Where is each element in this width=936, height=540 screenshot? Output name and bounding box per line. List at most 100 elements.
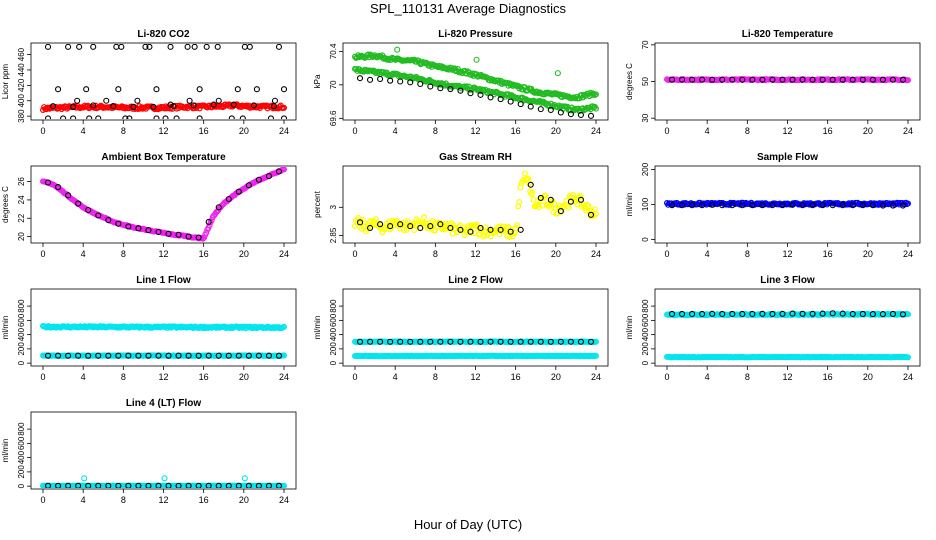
data-point [76,44,83,50]
raw-point [208,217,215,224]
x-tick-label: 4 [393,372,398,382]
y-tick-label: 800 [17,299,26,313]
data-point [899,202,907,209]
panel-2: Li-820 Pressure kPa 0 4 8 12 16 20 24 69.6 70 70.4 [313,29,609,136]
x-tick-label: 0 [664,126,669,136]
y-tick-label: 200 [641,162,650,176]
x-tick-label: 24 [591,372,601,382]
data-point [427,83,434,90]
data-point [367,224,374,232]
data-point [275,482,283,488]
data-point [537,194,544,201]
series-hourly [44,482,283,488]
data-point [245,352,252,359]
data-point [85,206,92,214]
y-axis-label: kPa [313,74,322,88]
data-point [577,196,584,203]
x-tick-label: 8 [745,372,750,382]
data-point [265,173,272,180]
x-tick-label: 16 [823,372,833,382]
data-point [155,352,162,359]
x-tick-label: 12 [470,372,480,382]
raw-point [372,216,379,223]
data-point [849,76,856,83]
data-point [280,86,288,93]
data-point [165,482,172,488]
y-tick-label: 0 [17,360,26,365]
y-tick-label: 600 [17,313,26,327]
raw-point [901,201,908,208]
panel-marks [352,170,599,240]
data-point [859,76,866,83]
data-point [175,482,182,488]
x-tick-label: 20 [863,372,873,382]
data-point [205,218,212,225]
data-point [689,202,696,209]
y-tick-label: 800 [17,422,26,436]
data-point [235,482,242,488]
x-tick-label: 20 [239,249,249,259]
panel-7: Line 1 Flow ml/min 0 4 8 12 16 20 24 0 20040060080… [1,275,297,382]
data-point [377,221,384,228]
series-raw-low [352,352,599,360]
data-point [789,310,796,317]
data-point [387,223,394,230]
data-point [859,310,866,318]
x-tick-label: 24 [591,249,601,259]
x-tick-label: 4 [81,249,86,259]
x-tick-label: 0 [664,372,669,382]
raw-point [380,69,387,76]
series-raw-spikes [81,475,248,482]
x-tick-label: 24 [279,249,289,259]
y-tick-label: 0 [641,360,650,365]
y-axis-label: Licor ppm [1,64,10,99]
raw-point [574,201,581,208]
data-point [95,482,102,488]
data-point [255,176,262,183]
panel-4: Ambient Box Temperature degrees C 0 4 8 12 16 2… [1,152,297,259]
data-point [255,352,262,359]
data-point [567,111,574,118]
raw-point [583,207,590,214]
data-point [779,76,786,83]
data-point [397,338,404,345]
data-point [387,338,394,345]
data-point [265,482,272,488]
raw-point [584,201,591,208]
x-tick-label: 20 [239,495,249,505]
data-point [869,202,876,209]
data-point [587,211,595,218]
y-tick-label: 440 [17,63,26,77]
y-tick-label: 70.4 [329,43,338,59]
data-point [367,76,374,83]
raw-point [203,229,210,236]
data-point [547,338,554,345]
data-point [537,338,544,345]
panel-9: Line 3 Flow ml/min 0 4 8 12 16 20 24 0 20040060080… [625,275,921,382]
y-axis-label: degrees C [625,63,634,100]
series-raw [663,76,911,84]
x-tick-label: 8 [433,249,438,259]
data-point [457,226,464,233]
y-tick-label: 200 [17,465,26,479]
x-tick-label: 20 [551,249,561,259]
data-point [75,200,82,207]
data-point [110,103,117,110]
x-tick-label: 24 [279,126,289,136]
raw-point [401,227,408,234]
x-tick-label: 24 [591,126,601,136]
data-point [719,76,726,83]
x-tick-label: 24 [279,372,289,382]
x-tick-label: 0 [352,372,357,382]
data-point [135,225,142,232]
data-point [557,109,564,116]
data-point [134,97,141,104]
data-point [387,77,394,84]
series-raw [352,170,599,240]
data-point [86,115,93,119]
x-tick-label: 8 [745,249,750,259]
data-point [809,76,816,83]
x-tick-label: 16 [199,495,209,505]
raw-point [497,223,504,230]
data-point [105,482,112,488]
